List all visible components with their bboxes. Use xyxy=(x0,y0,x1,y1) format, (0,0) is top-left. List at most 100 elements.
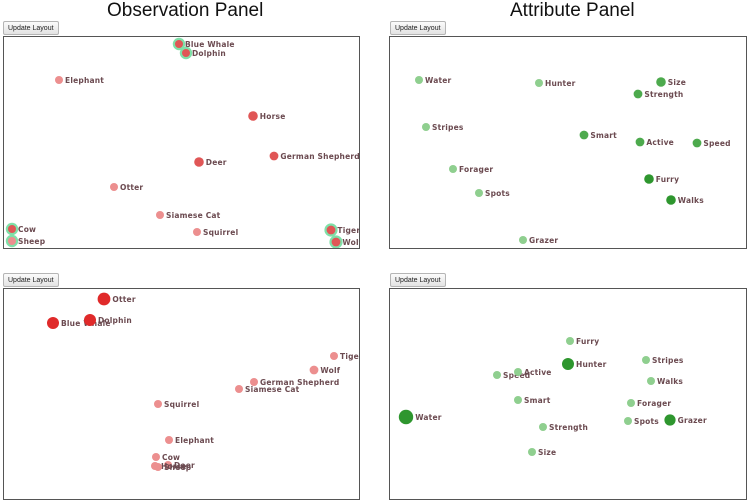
attribute-point-walks[interactable]: Walks xyxy=(647,377,683,386)
point-marker[interactable] xyxy=(647,377,655,385)
attribute-point-furry[interactable]: Furry xyxy=(566,337,599,346)
attribute-plot-top[interactable]: Water Hunter Size Strength Stripes Smart Activ… xyxy=(389,36,747,249)
observation-point-german-shepherd[interactable]: German Shepherd xyxy=(250,378,339,387)
point-marker[interactable] xyxy=(154,463,162,471)
point-marker[interactable] xyxy=(514,368,522,376)
attribute-point-forager[interactable]: Forager xyxy=(449,165,493,174)
observation-point-siamese-cat[interactable]: Siamese Cat xyxy=(235,385,300,394)
update-layout-button-attribute-top[interactable]: Update Layout xyxy=(390,21,446,35)
point-marker[interactable] xyxy=(644,174,654,184)
point-marker[interactable] xyxy=(55,76,63,84)
point-marker[interactable] xyxy=(656,77,666,87)
observation-point-cow[interactable]: Cow xyxy=(152,453,180,462)
point-marker[interactable] xyxy=(156,211,164,219)
point-marker[interactable] xyxy=(8,237,16,245)
attribute-point-grazer[interactable]: Grazer xyxy=(664,414,707,426)
observation-point-horse[interactable]: Horse xyxy=(248,111,285,121)
point-marker[interactable] xyxy=(182,49,190,57)
attribute-point-walks[interactable]: Walks xyxy=(666,195,704,205)
point-marker[interactable] xyxy=(97,292,111,306)
attribute-point-forager[interactable]: Forager xyxy=(627,399,671,408)
point-marker[interactable] xyxy=(154,400,162,408)
observation-point-deer[interactable]: Deer xyxy=(164,461,195,470)
attribute-point-smart[interactable]: Smart xyxy=(514,396,551,405)
update-layout-button-observation-bottom[interactable]: Update Layout xyxy=(3,273,59,287)
point-marker[interactable] xyxy=(175,40,183,48)
point-marker[interactable] xyxy=(566,337,574,345)
point-marker[interactable] xyxy=(449,165,457,173)
point-marker[interactable] xyxy=(110,183,118,191)
attribute-point-hunter[interactable]: Hunter xyxy=(562,358,607,370)
point-marker[interactable] xyxy=(47,317,59,329)
point-marker[interactable] xyxy=(309,365,319,375)
point-marker[interactable] xyxy=(666,195,676,205)
point-marker[interactable] xyxy=(250,378,258,386)
point-marker[interactable] xyxy=(193,228,201,236)
observation-point-sheep[interactable]: Sheep xyxy=(5,234,46,248)
point-marker[interactable] xyxy=(493,371,501,379)
point-marker[interactable] xyxy=(194,157,204,167)
observation-point-dolphin[interactable]: Dolphin xyxy=(179,46,226,60)
attribute-point-furry[interactable]: Furry xyxy=(644,174,679,184)
observation-point-dolphin[interactable]: Dolphin xyxy=(84,314,132,326)
point-marker[interactable] xyxy=(422,123,430,131)
attribute-point-hunter[interactable]: Hunter xyxy=(535,79,576,88)
attribute-point-stripes[interactable]: Stripes xyxy=(422,123,464,132)
observation-point-german-shepherd[interactable]: German Shepherd xyxy=(269,151,359,161)
attribute-point-stripes[interactable]: Stripes xyxy=(642,356,684,365)
point-marker[interactable] xyxy=(528,448,536,456)
observation-point-otter[interactable]: Otter xyxy=(110,183,143,192)
point-marker[interactable] xyxy=(165,436,173,444)
point-marker[interactable] xyxy=(635,137,645,147)
observation-point-sheep[interactable]: Sheep xyxy=(154,463,192,472)
point-marker[interactable] xyxy=(269,151,279,161)
observation-point-wolf[interactable]: Wolf xyxy=(309,365,341,375)
observation-point-elephant[interactable]: Elephant xyxy=(55,76,104,85)
point-marker[interactable] xyxy=(579,130,589,140)
observation-point-squirrel[interactable]: Squirrel xyxy=(193,228,238,237)
point-marker[interactable] xyxy=(415,76,423,84)
observation-point-tiger[interactable]: Tiger xyxy=(324,223,359,237)
observation-plot-top[interactable]: Blue Whale Dolphin Elephant Horse Deer German… xyxy=(3,36,360,249)
point-marker[interactable] xyxy=(8,225,16,233)
point-marker[interactable] xyxy=(514,396,522,404)
attribute-point-spots[interactable]: Spots xyxy=(624,417,659,426)
attribute-point-smart[interactable]: Smart xyxy=(579,130,618,140)
point-marker[interactable] xyxy=(539,423,547,431)
point-marker[interactable] xyxy=(627,399,635,407)
point-marker[interactable] xyxy=(326,225,336,235)
point-marker[interactable] xyxy=(398,409,414,425)
attribute-point-active[interactable]: Active xyxy=(635,137,674,147)
point-marker[interactable] xyxy=(519,236,527,244)
observation-point-blue-whale[interactable]: Blue Whale xyxy=(172,37,235,51)
attribute-plot-bottom[interactable]: FurryHunterStripesSpeedActiveWalksSmartF… xyxy=(389,288,747,500)
observation-point-cow[interactable]: Cow xyxy=(5,222,36,236)
observation-point-siamese-cat[interactable]: Siamese Cat xyxy=(156,211,221,220)
attribute-point-water[interactable]: Water xyxy=(415,76,452,85)
update-layout-button-observation-top[interactable]: Update Layout xyxy=(3,21,59,35)
observation-point-otter[interactable]: Otter xyxy=(97,292,136,306)
attribute-point-active[interactable]: Active xyxy=(514,368,552,377)
observation-point-wolf[interactable]: Wolf xyxy=(329,235,359,248)
point-marker[interactable] xyxy=(642,356,650,364)
attribute-point-strength[interactable]: Strength xyxy=(539,423,588,432)
point-marker[interactable] xyxy=(331,237,341,247)
observation-point-elephant[interactable]: Elephant xyxy=(165,436,214,445)
point-marker[interactable] xyxy=(535,79,543,87)
observation-point-squirrel[interactable]: Squirrel xyxy=(154,400,199,409)
attribute-point-size[interactable]: Size xyxy=(528,448,556,457)
point-marker[interactable] xyxy=(84,314,96,326)
attribute-point-grazer[interactable]: Grazer xyxy=(519,236,558,245)
point-marker[interactable] xyxy=(562,358,574,370)
point-marker[interactable] xyxy=(164,461,172,469)
attribute-point-spots[interactable]: Spots xyxy=(475,189,510,198)
point-marker[interactable] xyxy=(624,417,632,425)
attribute-point-speed[interactable]: Speed xyxy=(692,138,731,148)
attribute-point-strength[interactable]: Strength xyxy=(633,89,684,99)
attribute-point-water[interactable]: Water xyxy=(398,409,442,425)
point-marker[interactable] xyxy=(633,89,643,99)
point-marker[interactable] xyxy=(692,138,702,148)
observation-point-tiger[interactable]: Tiger xyxy=(330,352,359,361)
point-marker[interactable] xyxy=(330,352,338,360)
